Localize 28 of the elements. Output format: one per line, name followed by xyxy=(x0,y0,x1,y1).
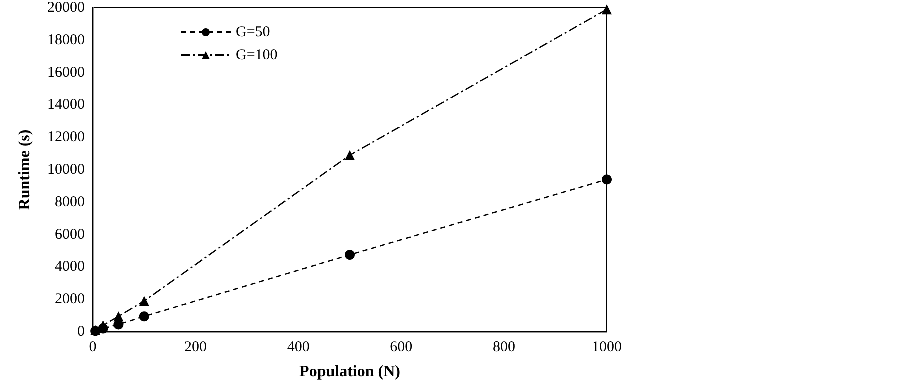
y-tick-label: 8000 xyxy=(55,194,85,210)
point xyxy=(345,150,355,160)
point xyxy=(602,174,612,185)
y-tick-label: 0 xyxy=(78,324,85,340)
y-tick-label: 20000 xyxy=(48,0,85,16)
y-axis-title: Runtime (s) xyxy=(16,130,34,210)
legend-label: G=100 xyxy=(236,48,278,64)
y-tick-label: 12000 xyxy=(48,130,85,146)
point xyxy=(602,4,612,15)
y-tick-label: 4000 xyxy=(55,259,85,276)
legend-label: G=50 xyxy=(236,24,270,40)
x-tick-label: 1000 xyxy=(592,340,622,356)
y-tick-label: 2000 xyxy=(55,292,85,308)
point xyxy=(139,296,150,306)
point xyxy=(139,312,150,322)
point xyxy=(98,324,108,334)
y-tick-label: 10000 xyxy=(48,162,85,178)
x-tick-label: 400 xyxy=(287,340,310,356)
x-axis-title: Population (N) xyxy=(300,364,400,380)
x-tick-label: 0 xyxy=(89,340,97,356)
y-tick-label: 16000 xyxy=(48,64,85,81)
y-tick-label: 6000 xyxy=(55,226,85,243)
y-tick-label: 14000 xyxy=(48,97,85,114)
x-tick-label: 800 xyxy=(492,340,516,356)
x-tick-label: 600 xyxy=(390,340,413,356)
y-tick-label: 18000 xyxy=(48,32,85,48)
point xyxy=(345,250,355,260)
x-tick-label: 200 xyxy=(184,340,208,356)
